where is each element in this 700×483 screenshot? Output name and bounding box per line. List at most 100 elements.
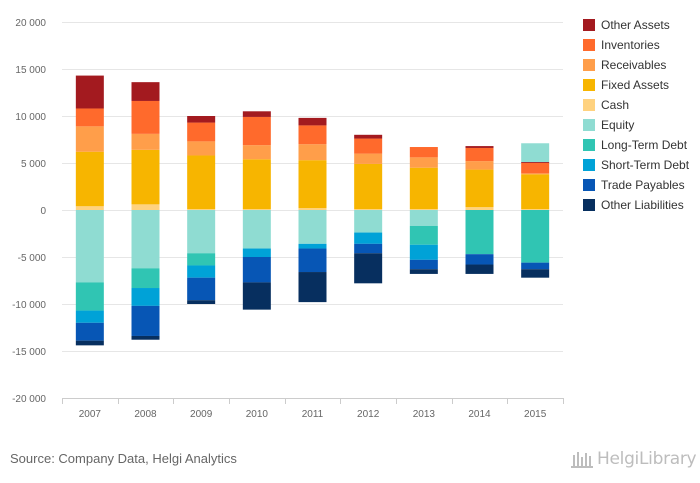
bar-fixed-assets-2013[interactable]	[409, 167, 438, 210]
bar-receivables-2013[interactable]	[409, 157, 438, 168]
bar-other-liabilities-2013[interactable]	[409, 269, 438, 274]
bar-short-term-debt-2012[interactable]	[354, 232, 383, 244]
legend-label-equity[interactable]: Equity	[601, 118, 634, 132]
bar-fixed-assets-2009[interactable]	[187, 155, 216, 210]
bar-trade-payables-2013[interactable]	[409, 259, 438, 270]
bar-other-assets-2007[interactable]	[75, 75, 104, 109]
bar-inventories-2007[interactable]	[75, 108, 104, 127]
bar-short-term-debt-2007[interactable]	[75, 310, 104, 323]
legend-swatch-equity[interactable]	[583, 119, 595, 131]
bar-equity-2012[interactable]	[354, 210, 383, 233]
legend-label-other-assets[interactable]: Other Assets	[601, 18, 670, 32]
bar-other-assets-2009[interactable]	[187, 116, 216, 123]
bar-inventories-2011[interactable]	[298, 125, 327, 145]
bar-long-term-debt-2009[interactable]	[187, 253, 216, 266]
legend-swatch-cash[interactable]	[583, 99, 595, 111]
bar-fixed-assets-2014[interactable]	[465, 169, 494, 208]
bar-long-term-debt-2008[interactable]	[131, 268, 160, 289]
legend-label-cash[interactable]: Cash	[601, 98, 629, 112]
bar-receivables-2014[interactable]	[465, 161, 494, 170]
bar-other-liabilities-2011[interactable]	[298, 272, 327, 303]
bar-equity-2009[interactable]	[187, 210, 216, 254]
bar-other-liabilities-2014[interactable]	[465, 264, 494, 274]
bar-short-term-debt-2008[interactable]	[131, 288, 160, 306]
bar-trade-payables-2012[interactable]	[354, 243, 383, 254]
bar-short-term-debt-2010[interactable]	[242, 248, 271, 257]
legend-label-other-liabilities[interactable]: Other Liabilities	[601, 198, 684, 212]
bar-inventories-2015[interactable]	[521, 163, 550, 174]
legend-label-long-term-debt[interactable]: Long-Term Debt	[601, 138, 688, 152]
bar-other-liabilities-2012[interactable]	[354, 253, 383, 284]
legend-swatch-inventories[interactable]	[583, 39, 595, 51]
bar-equity-2013[interactable]	[409, 210, 438, 226]
bar-equity-2010[interactable]	[242, 210, 271, 249]
bar-other-liabilities-2007[interactable]	[75, 340, 104, 346]
bar-fixed-assets-2011[interactable]	[298, 160, 327, 209]
bar-receivables-2015[interactable]	[521, 173, 550, 175]
bar-receivables-2011[interactable]	[298, 144, 327, 161]
bar-long-term-debt-2014[interactable]	[465, 210, 494, 255]
bar-trade-payables-2007[interactable]	[75, 322, 104, 341]
bar-other-assets-2012[interactable]	[354, 134, 383, 139]
bar-inventories-2014[interactable]	[465, 147, 494, 162]
bar-receivables-2007[interactable]	[75, 126, 104, 152]
bar-cash-2015[interactable]	[521, 209, 550, 210]
bar-trade-payables-2011[interactable]	[298, 248, 327, 273]
bar-equity-2011[interactable]	[298, 210, 327, 244]
bar-cash-2012[interactable]	[354, 209, 383, 210]
bar-fixed-assets-2015[interactable]	[521, 174, 550, 210]
legend-label-trade-payables[interactable]: Trade Payables	[601, 178, 685, 192]
bar-other-assets-2010[interactable]	[242, 111, 271, 117]
legend-swatch-long-term-debt[interactable]	[583, 139, 595, 151]
bar-other-liabilities-2015[interactable]	[521, 269, 550, 278]
bar-trade-payables-2010[interactable]	[242, 257, 271, 283]
bar-other-liabilities-2010[interactable]	[242, 282, 271, 310]
bar-fixed-assets-2008[interactable]	[131, 149, 160, 205]
bar-fixed-assets-2007[interactable]	[75, 151, 104, 207]
legend-swatch-other-assets[interactable]	[583, 19, 595, 31]
bar-fixed-assets-2010[interactable]	[242, 159, 271, 210]
bar-short-term-debt-2013[interactable]	[409, 244, 438, 260]
bar-inventories-2012[interactable]	[354, 138, 383, 154]
bar-equity-2008[interactable]	[131, 210, 160, 269]
legend-label-receivables[interactable]: Receivables	[601, 58, 666, 72]
bar-cash-2007[interactable]	[75, 206, 104, 210]
bar-short-term-debt-2011[interactable]	[298, 243, 327, 249]
bar-cash-2010[interactable]	[242, 209, 271, 210]
bar-receivables-2008[interactable]	[131, 133, 160, 150]
bar-other-assets-2011[interactable]	[298, 117, 327, 126]
legend-label-inventories[interactable]: Inventories	[601, 38, 660, 52]
bar-inventories-2013[interactable]	[409, 147, 438, 158]
legend-swatch-other-liabilities[interactable]	[583, 199, 595, 211]
bar-other-liabilities-2009[interactable]	[187, 300, 216, 304]
bar-receivables-2010[interactable]	[242, 145, 271, 160]
bar-inventories-2008[interactable]	[131, 100, 160, 134]
bar-other-assets-2015[interactable]	[521, 162, 550, 163]
bar-equity-2007[interactable]	[75, 210, 104, 283]
bar-equity-2015[interactable]	[521, 143, 550, 163]
bar-fixed-assets-2012[interactable]	[354, 163, 383, 210]
bar-cash-2011[interactable]	[298, 208, 327, 210]
bar-other-liabilities-2008[interactable]	[131, 335, 160, 340]
bar-cash-2008[interactable]	[131, 204, 160, 210]
legend-label-short-term-debt[interactable]: Short-Term Debt	[601, 158, 690, 172]
bar-cash-2013[interactable]	[409, 209, 438, 210]
bar-long-term-debt-2013[interactable]	[409, 225, 438, 245]
bar-long-term-debt-2007[interactable]	[75, 282, 104, 311]
bar-receivables-2009[interactable]	[187, 141, 216, 156]
bar-short-term-debt-2009[interactable]	[187, 265, 216, 278]
bar-receivables-2012[interactable]	[354, 153, 383, 164]
bar-cash-2014[interactable]	[465, 207, 494, 210]
bar-long-term-debt-2015[interactable]	[521, 210, 550, 263]
bar-cash-2009[interactable]	[187, 209, 216, 210]
legend-label-fixed-assets[interactable]: Fixed Assets	[601, 78, 669, 92]
bar-other-assets-2014[interactable]	[465, 146, 494, 148]
bar-trade-payables-2008[interactable]	[131, 305, 160, 336]
legend-swatch-receivables[interactable]	[583, 59, 595, 71]
bar-trade-payables-2015[interactable]	[521, 262, 550, 270]
bar-inventories-2010[interactable]	[242, 116, 271, 146]
legend-swatch-short-term-debt[interactable]	[583, 159, 595, 171]
legend-swatch-fixed-assets[interactable]	[583, 79, 595, 91]
bar-trade-payables-2009[interactable]	[187, 277, 216, 301]
bar-trade-payables-2014[interactable]	[465, 254, 494, 265]
